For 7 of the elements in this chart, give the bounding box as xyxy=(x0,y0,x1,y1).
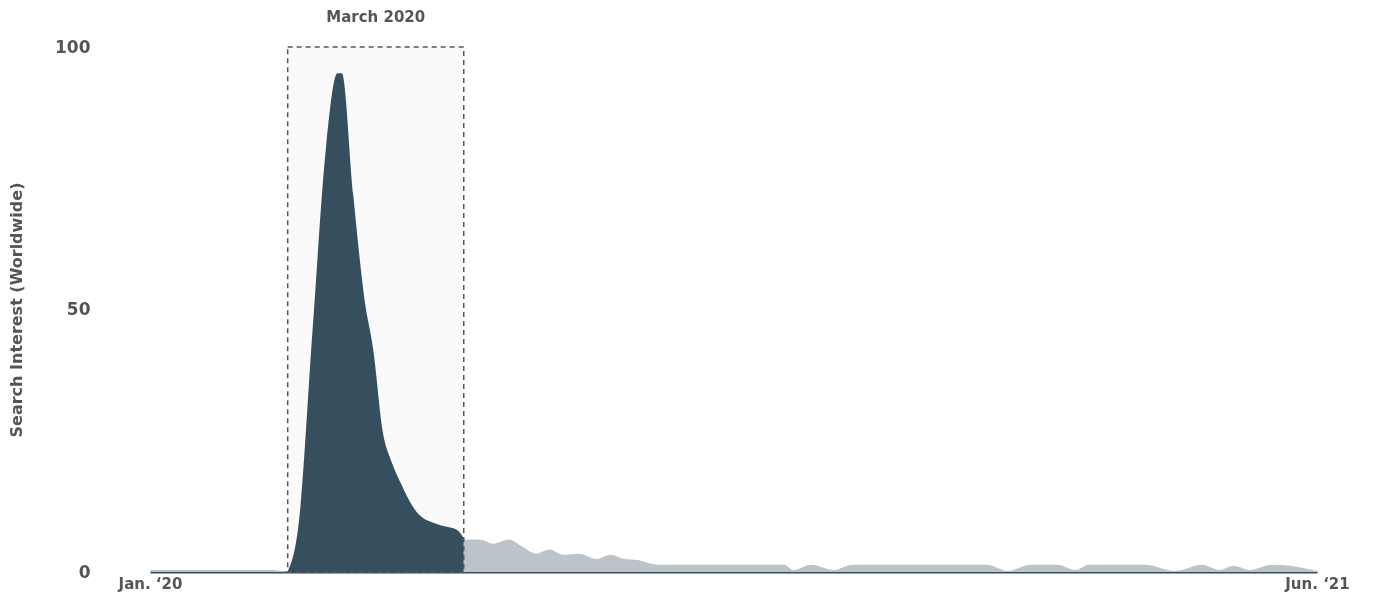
y-tick-label: 50 xyxy=(66,299,91,319)
band-label: March 2020 xyxy=(326,8,426,26)
x-tick-label: Jan. ‘20 xyxy=(117,574,183,593)
x-tick-label: Jun. ‘21 xyxy=(1284,574,1350,593)
y-tick-label: 0 xyxy=(78,561,91,582)
y-axis-title: Search Interest (Worldwide) xyxy=(7,182,27,438)
y-tick-label: 100 xyxy=(55,36,91,57)
